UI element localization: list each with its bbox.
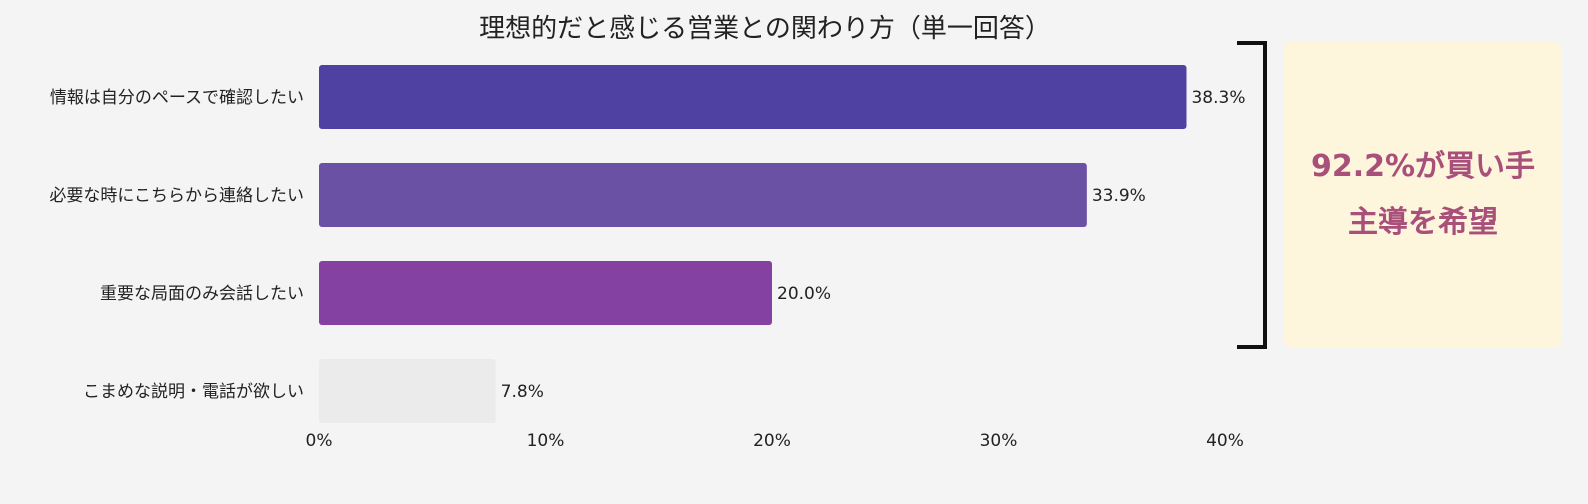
x-tick-label-2: 20% — [753, 431, 791, 451]
x-tick-label-4: 40% — [1206, 431, 1244, 451]
chart-title: 理想的だと感じる営業との関わり方（単一回答） — [479, 14, 1051, 44]
bar-3 — [319, 359, 496, 423]
group-bracket — [1237, 41, 1267, 349]
value-label-2: 20.0% — [777, 284, 831, 304]
summary-callout: 92.2%が買い手主導を希望 — [1284, 42, 1562, 347]
summary-callout-text: 92.2%が買い手主導を希望 — [1310, 148, 1536, 240]
category-labels: 情報は自分のペースで確認したい必要な時にこちらから連絡したい重要な局面のみ会話し… — [49, 88, 304, 402]
category-label-3: こまめな説明・電話が欲しい — [83, 382, 304, 402]
value-label-1: 33.9% — [1092, 186, 1146, 206]
category-label-0: 情報は自分のペースで確認したい — [50, 88, 304, 108]
bars-layer — [319, 65, 1187, 423]
bar-1 — [319, 163, 1087, 227]
x-tick-label-0: 0% — [306, 431, 333, 451]
bar-0 — [319, 65, 1187, 129]
category-label-2: 重要な局面のみ会話したい — [100, 284, 304, 304]
x-axis-ticks: 0% 10% 20% 30% 40% — [306, 431, 1244, 451]
value-labels: 38.3% 33.9% 20.0% 7.8% — [501, 88, 1246, 402]
x-tick-label-1: 10% — [527, 431, 565, 451]
x-tick-label-3: 30% — [980, 431, 1018, 451]
value-label-0: 38.3% — [1191, 88, 1245, 108]
category-label-1: 必要な時にこちらから連絡したい — [49, 186, 304, 206]
value-label-3: 7.8% — [501, 382, 544, 402]
bar-2 — [319, 261, 772, 325]
